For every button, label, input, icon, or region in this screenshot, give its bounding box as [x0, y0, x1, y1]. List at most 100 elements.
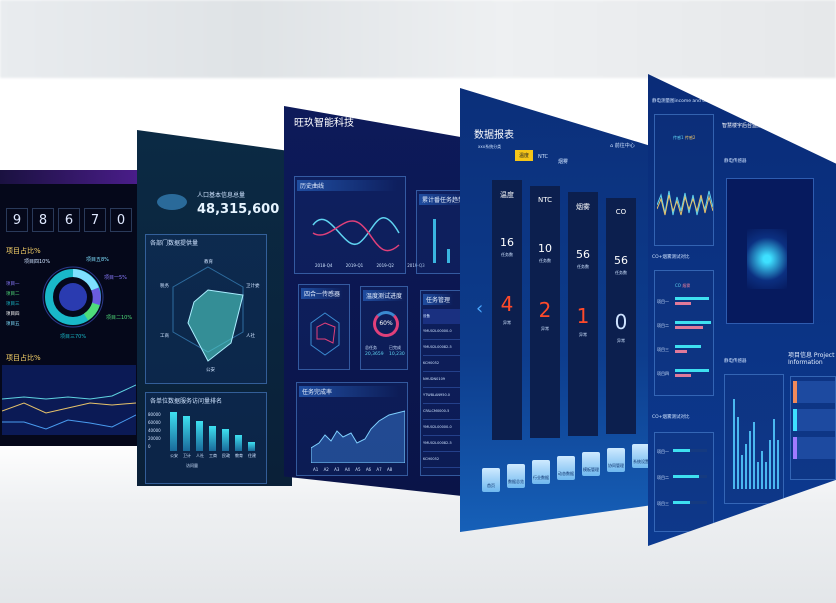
legend-item: 传感2 — [684, 135, 696, 140]
bar — [741, 455, 743, 489]
dashboard-screen-4: 数据报表 xxx系统分类 温度 NTC 烟雾 ⌂ 前往中心 ‹ 温度 16 任务… — [460, 88, 650, 532]
alarm-label: 异常 — [541, 326, 549, 331]
task-row[interactable]: YMU02L00000-0 — [423, 420, 462, 436]
info-card[interactable] — [793, 437, 835, 459]
pie-label: 项目一5% — [104, 275, 127, 281]
info-card[interactable] — [793, 409, 835, 431]
task-row[interactable]: YMU02L00082-5 — [423, 436, 462, 452]
map-view[interactable] — [726, 178, 814, 324]
bar-legend: 访问量 — [186, 463, 198, 468]
wave-panel: 传感1 传感2 — [654, 114, 714, 246]
x-tick: 民政 — [222, 453, 230, 458]
radar-axis: 公安 — [206, 368, 215, 373]
history-panel: 历史曲线 2018-Q4 2019-Q1 2019-Q2 2019-Q3 — [294, 176, 425, 274]
x-tick: 2019-Q1 — [345, 263, 364, 268]
task-row[interactable]: YMU02L00082-5 — [423, 340, 462, 356]
x-tick: 人社 — [196, 453, 204, 458]
counter-digit: 6 — [58, 208, 80, 232]
app-title: 旺玖智能科技 — [294, 118, 354, 129]
tab-ntc[interactable]: NTC — [538, 154, 548, 160]
bar — [235, 435, 242, 451]
bar — [737, 417, 739, 489]
task-row[interactable]: YMU02L00000-0 — [423, 324, 462, 340]
counter-digit: 0 — [110, 208, 132, 232]
task-count: 16 — [500, 236, 514, 249]
sensor-radar-panel: 四合一传感器 — [298, 284, 350, 370]
completion-chart — [311, 410, 405, 463]
compare-row-label: 项目二 — [657, 323, 669, 328]
nav-button[interactable]: 系统设置 — [632, 444, 650, 468]
sensor-radar-title: 四合一传感器 — [301, 288, 344, 299]
task-count: 56 — [614, 254, 628, 267]
bar-yticks: 80000 60000 40000 20000 0 — [148, 411, 161, 451]
system-header: 智慧楼宇后台监控系统 — [722, 123, 773, 129]
alarm-count: 4 — [500, 292, 514, 316]
nav-button[interactable]: 数据总览 — [507, 464, 525, 488]
wave-legend: 传感1 传感2 — [673, 135, 695, 141]
bar-title: 各单位数据服务访问量排名 — [150, 398, 223, 405]
legend-item: 项目一 — [6, 282, 20, 287]
task-header: 设备 — [423, 309, 462, 324]
task-row[interactable]: YTW8LAN950.0 — [423, 388, 462, 404]
home-icon: ⌂ — [610, 143, 615, 149]
smoke-bar — [675, 302, 691, 305]
gauge-ring: 60% — [373, 311, 399, 337]
task-row[interactable]: CFALCM0000-5 — [423, 404, 462, 420]
bar — [761, 450, 763, 489]
co-bar — [675, 369, 709, 372]
info-card[interactable] — [793, 381, 835, 403]
bar-chart-title: 静电传感器 — [724, 359, 747, 364]
compare-row-label: 项目一 — [657, 299, 669, 304]
sensor-radar-chart — [310, 312, 340, 356]
alarm-label: 异常 — [617, 338, 625, 343]
dashboard-screen-5: 静电测量图income and output value 智慧楼宇后台监控系统 … — [648, 74, 836, 546]
bar — [765, 462, 767, 489]
stats-panel: 累计番任务趋势 — [416, 190, 462, 274]
progress-row-label: 项目二 — [657, 475, 669, 480]
task-row[interactable]: NHUDN0109 — [423, 372, 462, 388]
x-tick: A6 — [365, 467, 372, 472]
x-tick: 教育 — [235, 453, 243, 458]
tab-temperature[interactable]: 温度 — [515, 150, 534, 161]
metric-column[interactable]: 烟雾 56 任务数 1 异常 — [568, 192, 598, 436]
column-name: 烟雾 — [576, 203, 590, 211]
legend-item: CO — [675, 283, 681, 288]
task-row[interactable]: KCH0052 — [423, 452, 462, 468]
nav-button[interactable]: 首页 — [482, 468, 500, 492]
gauge-a-label: 总任务 — [365, 345, 377, 350]
pie-label: 项目五8% — [86, 257, 109, 263]
y-tick: 0 — [148, 444, 151, 449]
metric-column[interactable]: NTC 10 任务数 2 异常 — [530, 186, 560, 438]
nav-button[interactable]: 动态数据 — [557, 456, 575, 480]
x-tick: A1 — [313, 467, 319, 472]
bar — [757, 462, 759, 489]
nav-button[interactable]: 行业数据 — [532, 460, 550, 484]
metric-column[interactable]: 温度 16 任务数 4 异常 — [492, 180, 522, 440]
prev-arrow-icon[interactable]: ‹ — [476, 298, 484, 319]
task-row[interactable]: KCH0052 — [423, 356, 462, 372]
task-count-label: 任务数 — [539, 258, 551, 263]
tab-smoke[interactable]: 烟雾 — [558, 159, 569, 165]
bar — [183, 416, 190, 451]
gauge-title: 温度测试进度 — [363, 290, 406, 301]
home-link[interactable]: ⌂ 前往中心 — [610, 142, 635, 149]
bar — [209, 426, 216, 451]
gauge-b-value: 10,230 — [389, 352, 405, 357]
database-icon — [157, 194, 187, 210]
nav-button[interactable]: 模板管理 — [582, 452, 600, 476]
info-title: 项目信息 Project Information — [788, 352, 835, 366]
dashboard-screen-1: 9 8 6 7 0 项目占比% 项目四10% 项目五8% 项目一5% 项目二10… — [0, 170, 138, 446]
nav-button[interactable]: 协同管理 — [607, 448, 625, 472]
progress-panel: 项目一 项目二 项目三 — [654, 432, 714, 532]
x-tick: 住建 — [248, 453, 256, 458]
metric-column[interactable]: CO 56 任务数 0 异常 — [606, 198, 636, 434]
y-tick: 20000 — [148, 436, 161, 441]
radar-axis: 税务 — [160, 284, 169, 289]
population-label: 人口基本信息总量 — [197, 192, 246, 199]
smoke-bar — [675, 326, 703, 329]
co-bar — [675, 297, 709, 300]
x-tick: 2019-Q3 — [407, 263, 425, 268]
radar-axis: 卫计委 — [246, 284, 260, 289]
task-count: 10 — [538, 242, 552, 255]
x-tick: A3 — [334, 467, 340, 472]
